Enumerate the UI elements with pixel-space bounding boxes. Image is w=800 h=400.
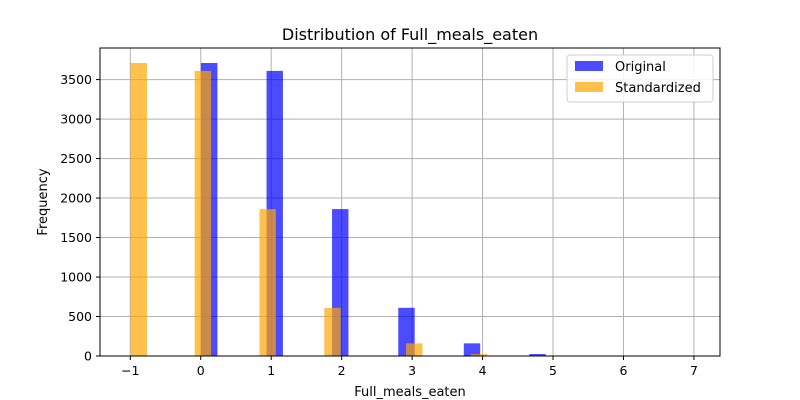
- x-tick-label: 6: [620, 363, 628, 378]
- y-tick-label: 2000: [60, 191, 92, 206]
- plot-frame: [99, 47, 721, 357]
- y-tick-label: 500: [68, 309, 92, 324]
- y-tick-label: 1500: [60, 230, 92, 245]
- bar-standardized: [470, 354, 488, 356]
- chart-title: Distribution of Full_meals_eaten: [282, 25, 538, 45]
- bar-standardized: [259, 209, 276, 356]
- legend-box: [566, 54, 714, 103]
- x-tick-label: 4: [479, 363, 487, 378]
- x-axis: −1 0 1 2 3 4 5 6 7: [121, 356, 698, 378]
- x-tick-label: 3: [408, 363, 416, 378]
- x-axis-label: Full_meals_eaten: [354, 385, 466, 400]
- bars: [130, 63, 678, 357]
- bar-standardized: [406, 343, 423, 356]
- y-tick-label: 3000: [60, 112, 92, 127]
- x-tick-label: 0: [197, 363, 205, 378]
- x-tick-label: 2: [338, 363, 346, 378]
- bar-standardized: [130, 63, 147, 356]
- x-tick-label: 1: [267, 363, 275, 378]
- legend-label-original: Original: [615, 60, 666, 75]
- x-tick-label: −1: [121, 363, 139, 378]
- y-axis-label: Frequency: [36, 168, 51, 235]
- bar-standardized: [324, 307, 341, 356]
- bar-original: [529, 354, 546, 356]
- bar-standardized: [194, 70, 212, 357]
- bar-original: [463, 343, 481, 356]
- legend-swatch-standardized: [575, 82, 603, 92]
- y-axis: 0 500 1000 1500 2000 2500 3000 3500: [60, 72, 100, 364]
- legend-label-standardized: Standardized: [615, 81, 701, 96]
- x-tick-label: 5: [549, 363, 557, 378]
- y-tick-label: 1000: [60, 270, 92, 285]
- x-tick-label: 7: [690, 363, 698, 378]
- y-tick-label: 0: [84, 349, 92, 364]
- series-standardized: [130, 63, 618, 357]
- legend-swatch-original: [575, 61, 603, 71]
- y-tick-label: 2500: [60, 151, 92, 166]
- y-tick-label: 3500: [60, 72, 92, 87]
- legend: Original Standardized: [566, 54, 714, 103]
